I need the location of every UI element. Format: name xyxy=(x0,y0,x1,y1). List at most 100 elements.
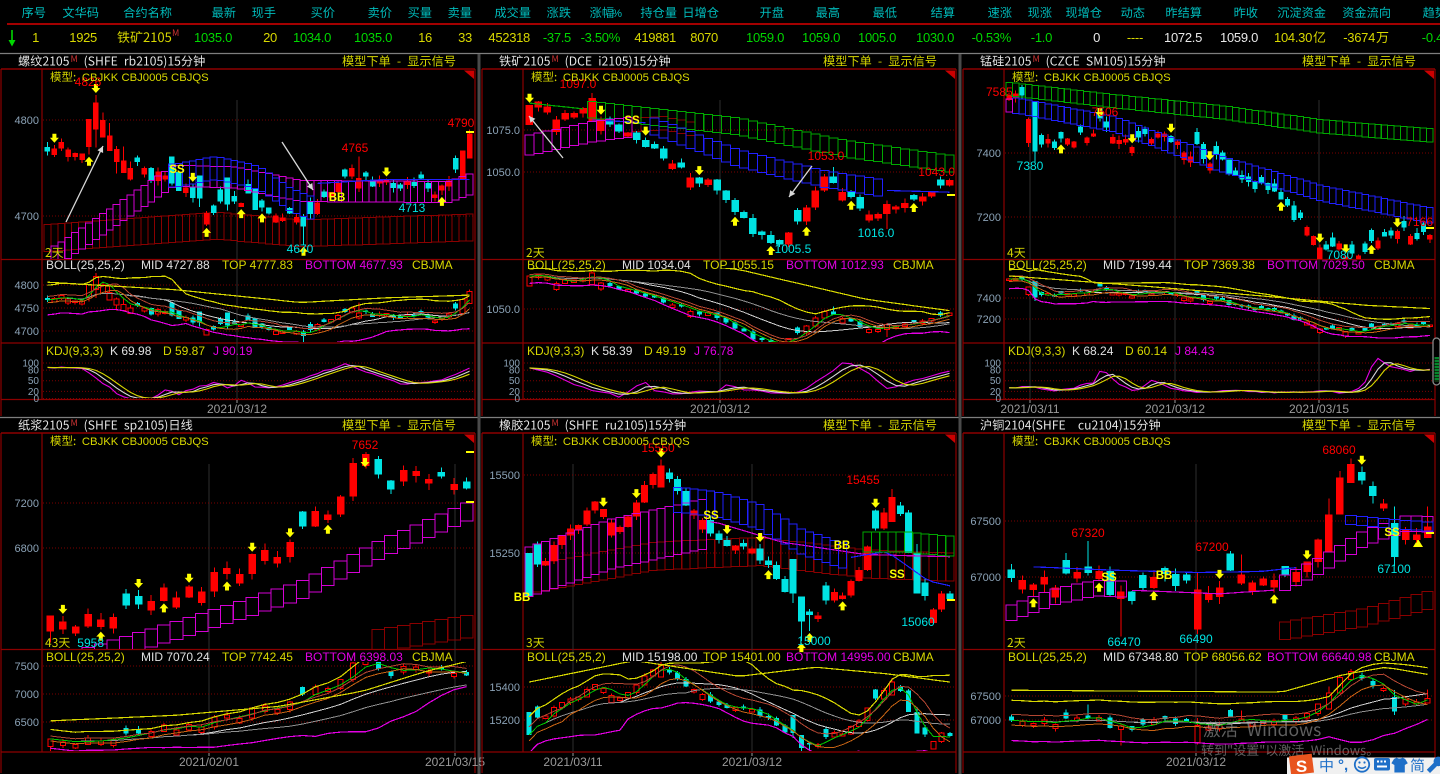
svg-text:4700: 4700 xyxy=(15,211,39,223)
svg-text:BB: BB xyxy=(514,592,531,604)
svg-text:419881: 419881 xyxy=(634,30,676,45)
svg-text:4713: 4713 xyxy=(399,201,426,215)
svg-text:J 84.43: J 84.43 xyxy=(1175,344,1215,358)
svg-text:TOP 15401.00: TOP 15401.00 xyxy=(703,650,781,664)
svg-text:67500: 67500 xyxy=(970,516,1001,528)
svg-text:100: 100 xyxy=(503,359,520,370)
svg-text:7380: 7380 xyxy=(1017,159,1044,173)
svg-text:1097.0: 1097.0 xyxy=(560,77,597,91)
svg-text:SS: SS xyxy=(1101,572,1117,584)
svg-text:0: 0 xyxy=(514,394,520,405)
svg-text:104.30: 104.30 xyxy=(1274,30,1312,45)
svg-text:BOTTOM 66640.98: BOTTOM 66640.98 xyxy=(1267,650,1372,664)
svg-text:67200: 67200 xyxy=(1195,540,1229,554)
svg-text:CBJMA: CBJMA xyxy=(412,258,453,272)
svg-text:%: % xyxy=(612,8,622,20)
svg-text:80: 80 xyxy=(28,366,40,377)
svg-text:67000: 67000 xyxy=(970,572,1001,584)
svg-text:20: 20 xyxy=(990,387,1002,398)
svg-text:80: 80 xyxy=(509,366,521,377)
svg-text:15500: 15500 xyxy=(489,470,520,482)
svg-text:CBJMA: CBJMA xyxy=(412,650,453,664)
svg-text:TOP 4777.83: TOP 4777.83 xyxy=(222,258,293,272)
svg-text:1: 1 xyxy=(32,30,39,45)
svg-text:SS: SS xyxy=(169,164,185,176)
svg-text:-0.4: -0.4 xyxy=(1422,30,1440,45)
svg-text:20: 20 xyxy=(509,387,521,398)
svg-text:BOTTOM 14995.00: BOTTOM 14995.00 xyxy=(786,650,891,664)
svg-text:0: 0 xyxy=(33,394,39,405)
svg-text:2021/03/12: 2021/03/12 xyxy=(690,402,750,416)
svg-text:67000: 67000 xyxy=(970,715,1001,727)
svg-text:0: 0 xyxy=(995,394,1001,405)
svg-text:BOTTOM 6398.03: BOTTOM 6398.03 xyxy=(305,650,403,664)
svg-text:7000: 7000 xyxy=(15,689,39,701)
svg-text:2021/03/12: 2021/03/12 xyxy=(1145,402,1205,416)
svg-text:6800: 6800 xyxy=(15,543,39,555)
svg-text:50: 50 xyxy=(990,376,1002,387)
svg-text:KDJ(9,3,3): KDJ(9,3,3) xyxy=(46,344,103,358)
svg-text:S: S xyxy=(1296,757,1307,774)
svg-text:67500: 67500 xyxy=(970,691,1001,703)
svg-text:2021/03/15: 2021/03/15 xyxy=(1289,402,1349,416)
svg-text:6500: 6500 xyxy=(15,717,39,729)
svg-text:BOLL(25,25,2): BOLL(25,25,2) xyxy=(46,258,125,272)
svg-text:67320: 67320 xyxy=(1071,526,1105,540)
svg-text:-1.0: -1.0 xyxy=(1031,30,1052,45)
svg-text:CBJMA: CBJMA xyxy=(893,258,934,272)
svg-text:CBJMA: CBJMA xyxy=(1374,258,1415,272)
svg-text:KDJ(9,3,3): KDJ(9,3,3) xyxy=(527,344,584,358)
svg-text:MID 7199.44: MID 7199.44 xyxy=(1103,258,1172,272)
svg-text:15200: 15200 xyxy=(489,715,520,727)
svg-text:TOP 7369.38: TOP 7369.38 xyxy=(1184,258,1255,272)
svg-text:15250: 15250 xyxy=(489,548,520,560)
svg-text:2021/02/01: 2021/02/01 xyxy=(179,755,239,769)
svg-text:°,: °, xyxy=(1338,757,1348,774)
svg-text:MID 67348.80: MID 67348.80 xyxy=(1103,650,1179,664)
svg-text:4800: 4800 xyxy=(15,115,39,127)
svg-text:BOTTOM 1012.93: BOTTOM 1012.93 xyxy=(786,258,884,272)
svg-text:1050.0: 1050.0 xyxy=(486,167,520,179)
svg-text:100: 100 xyxy=(22,359,39,370)
svg-text:J 76.78: J 76.78 xyxy=(694,344,734,358)
svg-text:CBJKK CBJ0005 CBJQS: CBJKK CBJ0005 CBJQS xyxy=(1044,436,1171,448)
svg-text:1043.0: 1043.0 xyxy=(918,165,955,179)
svg-text:1059.0: 1059.0 xyxy=(1220,30,1258,45)
svg-text:CBJKK CBJ0005 CBJQS: CBJKK CBJ0005 CBJQS xyxy=(82,436,209,448)
svg-text:1059.0: 1059.0 xyxy=(746,30,784,45)
svg-text:4750: 4750 xyxy=(15,303,39,315)
svg-text:MID 4727.88: MID 4727.88 xyxy=(141,258,210,272)
svg-text:BB: BB xyxy=(834,540,851,552)
svg-text:CBJKK CBJ0005 CBJQS: CBJKK CBJ0005 CBJQS xyxy=(1044,72,1171,84)
svg-text:CBJKK CBJ0005 CBJQS: CBJKK CBJ0005 CBJQS xyxy=(563,72,690,84)
svg-text:4670: 4670 xyxy=(287,242,314,256)
svg-text:7506: 7506 xyxy=(1092,105,1119,119)
svg-text:67100: 67100 xyxy=(1377,562,1411,576)
svg-text:1035.0: 1035.0 xyxy=(194,30,232,45)
svg-text:CBJKK CBJ0005 CBJQS: CBJKK CBJ0005 CBJQS xyxy=(563,436,690,448)
svg-text:2021/03/15: 2021/03/15 xyxy=(425,755,485,769)
svg-text:D 49.19: D 49.19 xyxy=(644,344,686,358)
svg-text:-37.5: -37.5 xyxy=(543,30,571,45)
svg-text:1035.0: 1035.0 xyxy=(354,30,392,45)
svg-text:4800: 4800 xyxy=(15,280,39,292)
svg-text:KDJ(9,3,3): KDJ(9,3,3) xyxy=(1008,344,1065,358)
svg-text:1030.0: 1030.0 xyxy=(916,30,954,45)
svg-text:15550: 15550 xyxy=(641,441,675,455)
svg-text:7200: 7200 xyxy=(977,314,1001,326)
svg-text:1034.0: 1034.0 xyxy=(293,30,331,45)
svg-text:-0.53%: -0.53% xyxy=(972,30,1012,45)
svg-text:5958: 5958 xyxy=(77,636,104,650)
svg-text:1059.0: 1059.0 xyxy=(802,30,840,45)
svg-text:BOTTOM 7029.50: BOTTOM 7029.50 xyxy=(1267,258,1365,272)
svg-text:4765: 4765 xyxy=(342,141,369,155)
svg-text:7585: 7585 xyxy=(986,85,1013,99)
svg-text:BOLL(25,25,2): BOLL(25,25,2) xyxy=(1008,650,1087,664)
svg-text:TOP 1055.15: TOP 1055.15 xyxy=(703,258,774,272)
svg-text:1005.0: 1005.0 xyxy=(858,30,896,45)
svg-text:BB: BB xyxy=(1156,570,1173,582)
svg-text:MID 7070.24: MID 7070.24 xyxy=(141,650,210,664)
svg-text:MID 15198.00: MID 15198.00 xyxy=(622,650,698,664)
svg-text:1053.0: 1053.0 xyxy=(808,149,845,163)
svg-text:BOLL(25,25,2): BOLL(25,25,2) xyxy=(527,650,606,664)
